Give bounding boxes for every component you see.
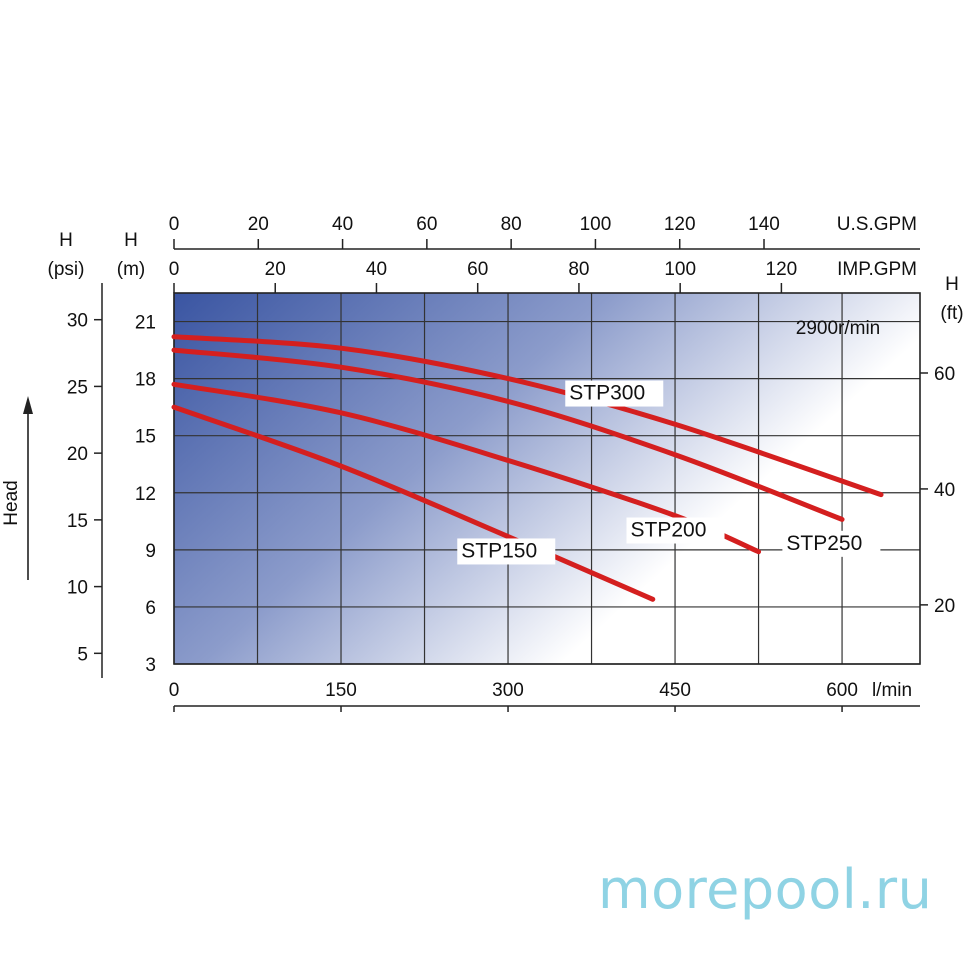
- top-axis-tick-label: 60: [467, 259, 488, 280]
- y-axis-psi-tick-label: 25: [67, 377, 88, 398]
- top-axis-tick-label: 120: [766, 259, 798, 280]
- series-label-stp250: STP250: [786, 532, 862, 555]
- y-axis-ft-tick-label: 40: [934, 480, 955, 501]
- bottom-axis-unit-label: l/min: [872, 680, 912, 701]
- curve-stp150: [171, 404, 656, 602]
- curve-stp300: [171, 334, 884, 498]
- top-axis-tick-label: 60: [416, 214, 437, 235]
- y-axis-psi-tick-label: 15: [67, 511, 88, 532]
- y-axis-psi-tick-label: 5: [77, 644, 88, 665]
- y-axis-psi-unit: (psi): [48, 259, 85, 280]
- y-axis-ft-tick-label: 60: [934, 364, 955, 385]
- top-axis-tick-label: 120: [664, 214, 696, 235]
- top-axis-tick-label: 20: [248, 214, 269, 235]
- head-label: Head: [1, 480, 22, 525]
- y-axis-m-tick-label: 6: [145, 598, 156, 619]
- bottom-axis-tick-label: 600: [826, 680, 858, 701]
- curve-stp250: [171, 347, 845, 522]
- top-axis-tick-label: 0: [169, 214, 180, 235]
- watermark-logo: morepool.ru: [598, 858, 933, 921]
- y-axis-m-tick-label: 21: [135, 313, 156, 334]
- y-axis-psi-title: H: [59, 230, 73, 251]
- y-axis-m-title: H: [124, 230, 138, 251]
- y-axis-m-tick-label: 12: [135, 484, 156, 505]
- y-axis-m-tick-label: 18: [135, 370, 156, 391]
- head-arrow-head: [23, 396, 33, 414]
- series-label-bg-stp300: [565, 380, 664, 407]
- series-label-stp200: STP200: [631, 519, 707, 542]
- y-axis-psi-tick-label: 20: [67, 444, 88, 465]
- top-axis-tick-label: 20: [265, 259, 286, 280]
- y-axis-ft-unit: (ft): [940, 303, 963, 324]
- top-axis-tick-label: 40: [366, 259, 387, 280]
- top-axis-tick-label: 140: [748, 214, 780, 235]
- series-label-bg-stp250: [782, 530, 881, 557]
- y-axis-ft-title: H: [945, 274, 959, 295]
- top-axis-tick-label: 80: [501, 214, 522, 235]
- bottom-axis-tick-label: 150: [325, 680, 357, 701]
- y-axis-psi-tick-label: 10: [67, 578, 88, 599]
- speed-label: 2900r/min: [796, 318, 881, 339]
- series-label-stp150: STP150: [461, 539, 537, 562]
- top-axis-unit-label: IMP.GPM: [837, 259, 917, 280]
- y-axis-m-tick-label: 9: [145, 541, 156, 562]
- series-label-bg-stp150: [457, 538, 556, 565]
- y-axis-ft-tick-label: 20: [934, 596, 955, 617]
- y-axis-m-tick-label: 3: [145, 655, 156, 676]
- top-axis-tick-label: 0: [169, 259, 180, 280]
- top-axis-unit-label: U.S.GPM: [837, 214, 917, 235]
- series-label-bg-stp200: [626, 517, 725, 544]
- y-axis-psi-tick-label: 30: [67, 311, 88, 332]
- top-axis-tick-label: 100: [664, 259, 696, 280]
- series-label-stp300: STP300: [569, 382, 645, 405]
- y-axis-m-tick-label: 15: [135, 427, 156, 448]
- top-axis-tick-label: 40: [332, 214, 353, 235]
- y-axis-m-unit: (m): [117, 259, 145, 280]
- top-axis-tick-label: 80: [568, 259, 589, 280]
- bottom-axis-tick-label: 0: [169, 680, 180, 701]
- bottom-axis-tick-label: 300: [492, 680, 524, 701]
- top-axis-tick-label: 100: [580, 214, 612, 235]
- plot-background: [174, 293, 920, 664]
- plot-frame: [173, 292, 921, 665]
- bottom-axis-tick-label: 450: [659, 680, 691, 701]
